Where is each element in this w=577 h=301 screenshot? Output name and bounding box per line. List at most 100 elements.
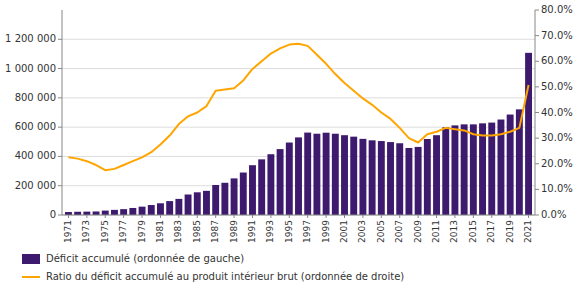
- y2-tick-label: 50.0%: [541, 81, 573, 92]
- x-tick-label: 1971: [63, 220, 73, 243]
- bar: [470, 124, 477, 215]
- y-tick-label: 400 000: [15, 150, 56, 161]
- bar: [378, 141, 385, 215]
- bar: [341, 135, 348, 215]
- y2-tick-label: 10.0%: [541, 183, 573, 194]
- bar: [166, 201, 173, 215]
- x-tick-label: 1993: [265, 220, 275, 243]
- x-tick-label: 2015: [468, 220, 478, 243]
- bar: [249, 165, 256, 215]
- x-tick-label: 2013: [449, 220, 459, 243]
- bar: [387, 142, 394, 215]
- bar: [332, 134, 339, 215]
- bar: [277, 149, 284, 215]
- x-tick: [289, 215, 290, 218]
- bar: [461, 124, 468, 215]
- bar: [415, 147, 422, 215]
- bar: [148, 205, 155, 215]
- y2-tick: [535, 35, 539, 36]
- legend: Déficit accumulé (ordonnée de gauche) Rat…: [22, 253, 404, 282]
- y-tick-label: 200 000: [15, 180, 56, 191]
- y2-tick: [535, 86, 539, 87]
- x-tick: [528, 215, 529, 218]
- bar: [102, 211, 109, 215]
- x-tick-label: 1989: [229, 220, 239, 243]
- legend-swatch: [22, 254, 40, 264]
- x-tick-label: 2019: [505, 220, 515, 243]
- x-axis-line: [62, 215, 535, 216]
- bar: [185, 195, 192, 216]
- x-tick: [105, 215, 106, 218]
- legend-item: Ratio du déficit accumulé au produit int…: [22, 271, 404, 282]
- x-tick-label: 1991: [247, 220, 257, 243]
- y-tick: [58, 185, 62, 186]
- x-tick-label: 2009: [413, 220, 423, 243]
- y2-tick: [535, 189, 539, 190]
- y-tick: [58, 39, 62, 40]
- bar: [396, 143, 403, 215]
- x-tick-label: 1981: [155, 220, 165, 243]
- x-tick: [160, 215, 161, 218]
- x-tick-label: 1977: [118, 220, 128, 243]
- x-tick: [123, 215, 124, 218]
- y2-tick-label: 70.0%: [541, 30, 573, 41]
- x-tick: [418, 215, 419, 218]
- bar: [212, 185, 219, 215]
- x-tick-label: 2017: [486, 220, 496, 243]
- x-tick: [142, 215, 143, 218]
- line: [68, 44, 528, 170]
- y2-tick: [535, 61, 539, 62]
- bar: [139, 207, 146, 215]
- bar: [359, 139, 366, 215]
- bar: [83, 212, 90, 215]
- bar: [93, 211, 100, 215]
- y-tick-label: 1 000 000: [5, 63, 56, 74]
- x-tick: [307, 215, 308, 218]
- bar: [157, 203, 164, 215]
- x-tick: [197, 215, 198, 218]
- axes: 0200 000400 000600 000800 0001 000 0001 …: [5, 4, 573, 243]
- bar: [111, 210, 118, 215]
- x-tick-label: 2005: [376, 220, 386, 243]
- bar: [313, 134, 320, 215]
- x-tick-label: 1995: [284, 220, 294, 243]
- y2-tick-label: 0.0%: [541, 209, 566, 220]
- x-tick: [344, 215, 345, 218]
- bar: [433, 135, 440, 215]
- bar: [120, 209, 127, 215]
- bar: [240, 173, 247, 215]
- y-axis-line: [62, 10, 63, 215]
- bar: [221, 183, 228, 215]
- grid: [62, 39, 535, 215]
- x-tick-label: 1999: [321, 220, 331, 243]
- x-tick: [399, 215, 400, 218]
- x-tick: [86, 215, 87, 218]
- x-tick: [252, 215, 253, 218]
- x-tick: [215, 215, 216, 218]
- grid-line: [62, 68, 535, 69]
- y2-tick: [535, 112, 539, 113]
- x-tick-label: 2001: [339, 220, 349, 243]
- y-tick: [58, 156, 62, 157]
- bar: [258, 159, 265, 215]
- x-tick-label: 2021: [523, 220, 533, 243]
- bar: [369, 140, 376, 215]
- plot-area: [65, 44, 532, 215]
- bar: [295, 137, 302, 215]
- x-tick-label: 1979: [137, 220, 147, 243]
- x-tick: [510, 215, 511, 218]
- bar: [507, 115, 514, 215]
- bar: [451, 125, 458, 215]
- bar-series: [65, 53, 532, 215]
- x-tick-label: 1973: [81, 220, 91, 243]
- grid-line: [62, 97, 535, 98]
- x-tick-label: 1997: [302, 220, 312, 243]
- bar: [479, 123, 486, 215]
- x-tick-label: 1975: [100, 220, 110, 243]
- y2-tick: [535, 138, 539, 139]
- y-tick: [58, 215, 62, 216]
- legend-label: Déficit accumulé (ordonnée de gauche): [46, 253, 244, 264]
- x-tick: [68, 215, 69, 218]
- x-tick-label: 1983: [173, 220, 183, 243]
- y2-tick-label: 20.0%: [541, 158, 573, 169]
